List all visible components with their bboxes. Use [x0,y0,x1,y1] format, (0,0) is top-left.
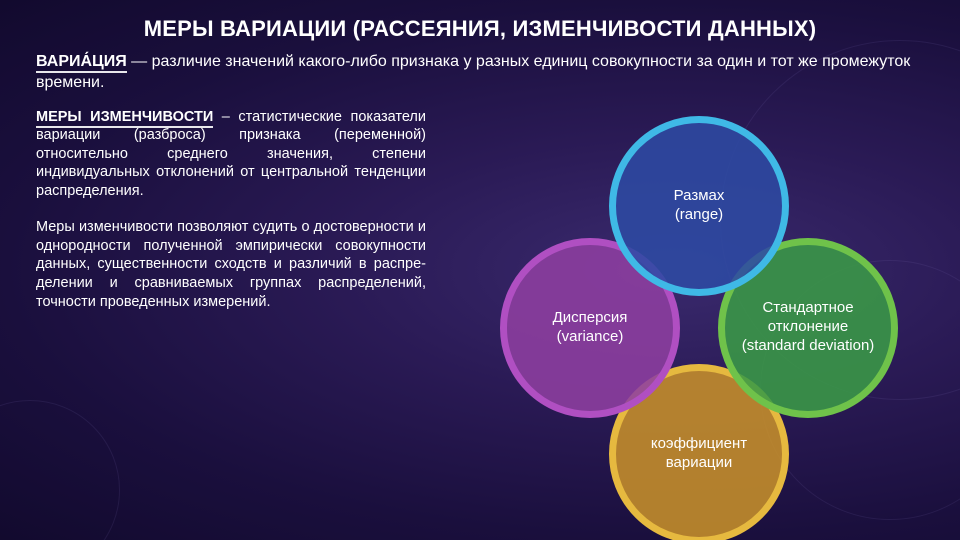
venn-label-line2: вариации [666,454,733,471]
venn-label-line2: (range) [675,206,723,223]
slide: МЕРЫ ВАРИАЦИИ (РАССЕЯНИЯ, ИЗМЕНЧИВОСТИ Д… [0,0,960,540]
venn-diagram: коэффициент вариации Дисперсия (variance… [444,108,924,488]
left-column: МЕРЫ ИЗМЕНЧИВОСТИ – статистические показ… [36,108,426,488]
venn-label-line2: (variance) [557,328,624,345]
content-columns: МЕРЫ ИЗМЕНЧИВОСТИ – статистические показ… [36,108,924,488]
venn-label-line1: коэффициент [651,435,747,452]
slide-title: МЕРЫ ВАРИАЦИИ (РАССЕЯНИЯ, ИЗМЕНЧИВОСТИ Д… [36,16,924,42]
venn-label-line1: Стандартное отклонение [762,299,853,335]
left-paragraph-2: Меры изменчивости позволяют судить о дос… [36,218,426,311]
venn-label: коэффициент вариации [639,435,759,473]
venn-label: Дисперсия (variance) [541,309,640,347]
definition-text: — различие значений какого-либо признака… [36,53,910,91]
definition-row: ВАРИА́ЦИЯ — различие значений какого-либ… [36,52,924,94]
venn-label-line1: Размах [674,187,725,204]
venn-circle-range: Размах (range) [609,116,789,296]
definition-term: ВАРИА́ЦИЯ [36,53,127,73]
left-paragraph-1: МЕРЫ ИЗМЕНЧИВОСТИ – статистические показ… [36,108,426,201]
venn-label: Стандартное отклонение (standard deviati… [725,299,891,355]
venn-label-line1: Дисперсия [553,309,628,326]
venn-label: Размах (range) [662,187,737,225]
left-para1-lead: МЕРЫ ИЗМЕНЧИВОСТИ [36,109,213,128]
venn-label-line2: (standard deviation) [742,337,875,354]
